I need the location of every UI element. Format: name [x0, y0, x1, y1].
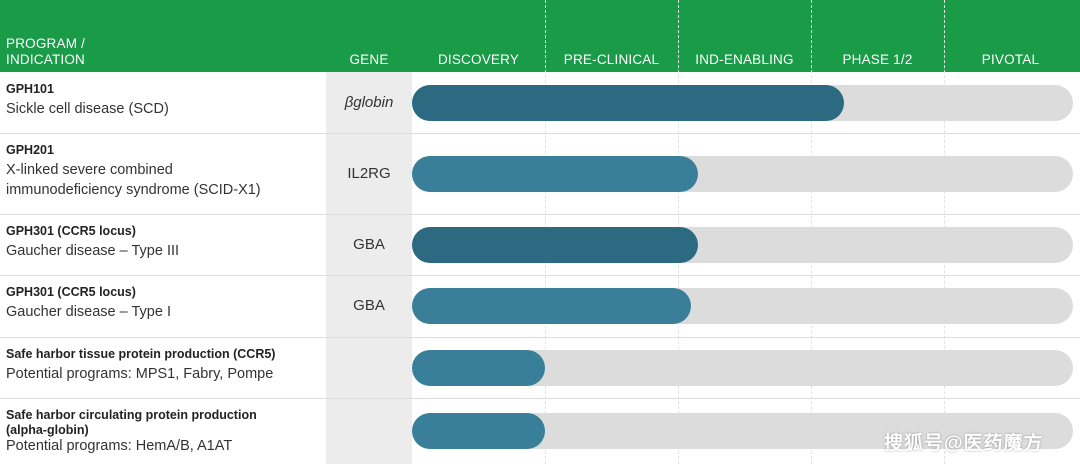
row-indication: Potential programs: MPS1, Fabry, Pompe [6, 366, 274, 382]
row-gene: βglobin [344, 93, 394, 111]
row-gene: GBA [353, 297, 385, 314]
header-stage-pivotal: PIVOTAL [981, 52, 1040, 67]
header-stage-discovery: DISCOVERY [437, 52, 520, 67]
header-program-line2: INDICATION [6, 52, 85, 67]
header-gene-label: GENE [349, 52, 389, 67]
row-indication: X-linked severe combined [6, 162, 173, 178]
row-divider [0, 398, 1080, 399]
row-divider [0, 337, 1080, 338]
row-divider [0, 133, 1080, 134]
row-indication: Gaucher disease – Type I [6, 304, 171, 320]
header-stage-phase-1-2: PHASE 1/2 [842, 52, 913, 67]
progress-bar [412, 155, 698, 192]
progress-bar [412, 349, 545, 386]
header-stage-ind-enabling: IND-ENABLING [695, 52, 794, 67]
row-program-title-line2: (alpha-globin) [6, 423, 89, 437]
progress-bar [412, 226, 698, 263]
row-gene: IL2RG [347, 164, 391, 182]
header-bar [0, 0, 1080, 72]
progress-bar [412, 413, 545, 449]
header-program-label: PROGRAM / INDICATION [6, 36, 126, 68]
row-divider [0, 214, 1080, 215]
row-indication: Potential programs: HemA/B, A1AT [6, 438, 233, 454]
row-program-title: Safe harbor tissue protein production (C… [6, 347, 276, 361]
header-stage-pre-clinical: PRE-CLINICAL [563, 52, 660, 67]
watermark: 搜狐号@医药魔方 [884, 433, 1044, 454]
row-program-title: GPH101 [6, 82, 54, 96]
row-program-title: Safe harbor circulating protein producti… [6, 408, 257, 422]
progress-bar [412, 84, 845, 121]
row-indication: Sickle cell disease (SCD) [6, 101, 169, 117]
row-program-title: GPH301 (CCR5 locus) [6, 285, 136, 299]
gene-column [326, 72, 412, 464]
row-divider [0, 275, 1080, 276]
progress-bar [412, 288, 692, 324]
row-program-title: GPH301 (CCR5 locus) [6, 224, 136, 238]
header-program-line1: PROGRAM / [6, 36, 86, 51]
row-gene: GBA [353, 235, 385, 253]
row-indication: Gaucher disease – Type III [6, 243, 180, 259]
row-program-title: GPH201 [6, 143, 54, 157]
row-indication-line2: immunodeficiency syndrome (SCID-X1) [6, 182, 261, 198]
